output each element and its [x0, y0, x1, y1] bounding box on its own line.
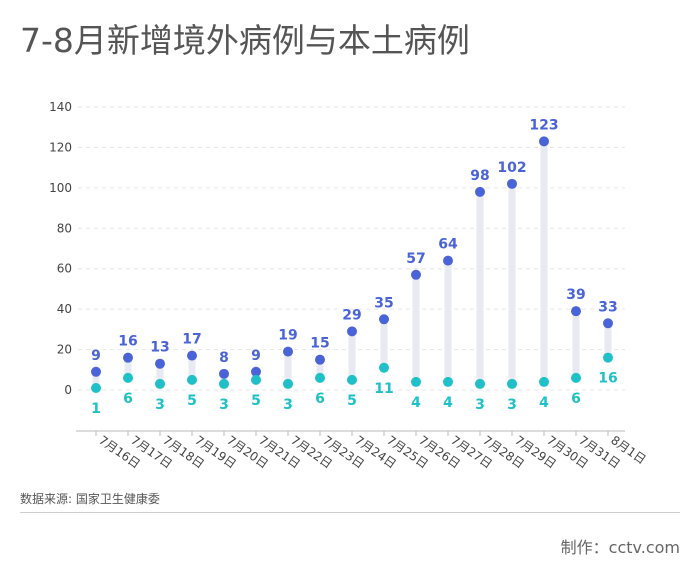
- data-label-series1: 102: [497, 160, 526, 176]
- data-label-series2: 3: [155, 397, 165, 413]
- data-label-series2: 1: [91, 401, 101, 417]
- point-series2: [603, 352, 613, 363]
- data-label-series2: 16: [598, 371, 617, 387]
- data-source: 数据来源: 国家卫生健康委: [20, 492, 160, 506]
- y-tick-label: 20: [57, 343, 72, 357]
- point-series2: [571, 372, 581, 383]
- chart-title: 7-8月新增境外病例与本土病例: [20, 21, 470, 60]
- data-label-series1: 19: [278, 328, 297, 344]
- point-series2: [123, 372, 133, 383]
- data-label-series2: 3: [219, 397, 229, 413]
- data-label-series2: 5: [251, 393, 261, 409]
- point-series2: [283, 378, 293, 389]
- data-label-series2: 11: [374, 381, 393, 397]
- point-series2: [411, 376, 421, 387]
- credit-text: 制作：cctv.com: [560, 538, 680, 557]
- data-label-series1: 15: [310, 336, 329, 352]
- y-tick-label: 40: [57, 302, 72, 316]
- point-series1: [219, 368, 229, 379]
- data-labels: 9116613317583951931562953511574644983102…: [91, 117, 618, 417]
- data-label-series1: 64: [438, 237, 458, 253]
- point-series1: [91, 366, 101, 377]
- point-series1: [379, 314, 389, 325]
- y-tick-label: 120: [49, 140, 72, 154]
- point-series2: [187, 374, 197, 385]
- point-series1: [571, 306, 581, 317]
- point-series1: [283, 346, 293, 357]
- data-label-series2: 4: [539, 395, 549, 411]
- data-label-series2: 3: [283, 397, 293, 413]
- data-points: [91, 136, 613, 393]
- point-series1: [539, 136, 549, 147]
- point-series2: [219, 378, 229, 389]
- data-label-series1: 39: [566, 287, 585, 303]
- point-series2: [91, 382, 101, 393]
- point-series2: [347, 374, 357, 385]
- point-series1: [347, 326, 357, 337]
- data-label-series2: 6: [571, 391, 581, 407]
- data-label-series1: 9: [251, 348, 261, 364]
- point-series2: [251, 374, 261, 385]
- point-series1: [475, 186, 485, 197]
- chart-area: 0204060801001201407月16日7月17日7月18日7月19日7月…: [49, 100, 648, 471]
- point-series2: [315, 372, 325, 383]
- point-series2: [539, 376, 549, 387]
- y-tick-label: 100: [49, 181, 72, 195]
- data-label-series1: 17: [182, 332, 201, 348]
- point-series1: [411, 269, 421, 280]
- y-tick-label: 140: [49, 100, 72, 114]
- data-label-series2: 4: [443, 395, 453, 411]
- point-series1: [315, 354, 325, 365]
- point-series1: [155, 358, 165, 369]
- data-label-series1: 16: [118, 334, 137, 350]
- y-tick-label: 60: [57, 262, 72, 276]
- data-label-series1: 98: [470, 168, 489, 184]
- data-label-series1: 8: [219, 350, 229, 366]
- point-series1: [603, 318, 613, 329]
- data-label-series1: 57: [406, 251, 425, 267]
- data-label-series2: 3: [475, 397, 485, 413]
- data-label-series1: 33: [598, 299, 617, 315]
- point-series1: [187, 350, 197, 361]
- point-series2: [155, 378, 165, 389]
- data-label-series2: 5: [187, 393, 197, 409]
- footer-divider: [20, 512, 680, 513]
- connectors: [92, 141, 612, 388]
- point-series2: [443, 376, 453, 387]
- y-tick-label: 80: [57, 221, 72, 235]
- data-label-series2: 6: [315, 391, 325, 407]
- point-series2: [507, 378, 517, 389]
- point-series1: [443, 255, 453, 266]
- data-label-series2: 6: [123, 391, 133, 407]
- point-series1: [507, 178, 517, 189]
- data-label-series2: 4: [411, 395, 421, 411]
- data-label-series1: 35: [374, 295, 393, 311]
- data-label-series1: 29: [342, 307, 361, 323]
- point-series1: [251, 366, 261, 377]
- y-tick-label: 0: [64, 383, 72, 397]
- data-label-series1: 13: [150, 340, 169, 356]
- point-series2: [379, 362, 389, 373]
- data-label-series2: 3: [507, 397, 517, 413]
- point-series2: [475, 378, 485, 389]
- point-series1: [123, 352, 133, 363]
- data-label-series2: 5: [347, 393, 357, 409]
- data-label-series1: 9: [91, 348, 101, 364]
- axes: 0204060801001201407月16日7月17日7月18日7月19日7月…: [49, 100, 648, 471]
- data-label-series1: 123: [529, 117, 558, 133]
